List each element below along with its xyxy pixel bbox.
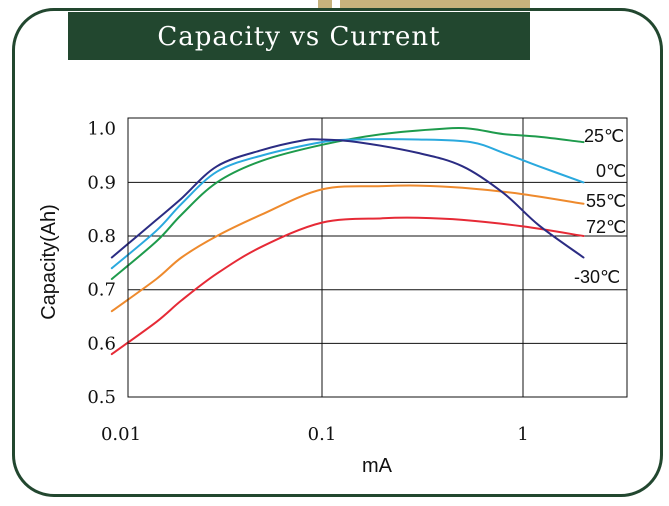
y-axis-label: Capacity(Ah) [38, 204, 60, 320]
series-layer [110, 127, 585, 356]
series-label: 0℃ [596, 161, 626, 181]
series-line [110, 216, 585, 356]
series-line [110, 138, 585, 270]
series-line [110, 138, 585, 259]
x-tick-label: 1 [517, 424, 528, 445]
y-tick-label: 0.5 [87, 387, 116, 408]
y-tick-label: 0.6 [87, 333, 116, 354]
y-tick-labels: 0.5 0.6 0.7 0.8 0.9 1.0 [87, 119, 116, 408]
x-tick-labels: 0.01 0.1 1 [101, 424, 529, 445]
x-tick-label: 0.1 [308, 424, 337, 445]
grid-layer [128, 118, 627, 397]
chart-frame [12, 8, 663, 497]
series-label: -30℃ [574, 267, 620, 287]
y-tick-label: 0.8 [87, 226, 116, 247]
series-label: 72℃ [586, 217, 626, 237]
x-axis-label: mA [362, 455, 393, 477]
chart-title: Capacity vs Current [157, 22, 441, 52]
series-label: 25℃ [584, 126, 624, 146]
series-line [110, 184, 585, 313]
series-labels: 25℃ 0℃ 55℃ 72℃ -30℃ [574, 126, 626, 287]
plot-border [127, 117, 628, 398]
x-tick-label: 0.01 [101, 424, 141, 445]
y-tick-label: 0.7 [87, 280, 116, 301]
y-tick-label: 1.0 [87, 119, 116, 140]
title-bar [68, 12, 530, 60]
series-label: 55℃ [586, 191, 626, 211]
y-tick-label: 0.9 [87, 172, 116, 193]
